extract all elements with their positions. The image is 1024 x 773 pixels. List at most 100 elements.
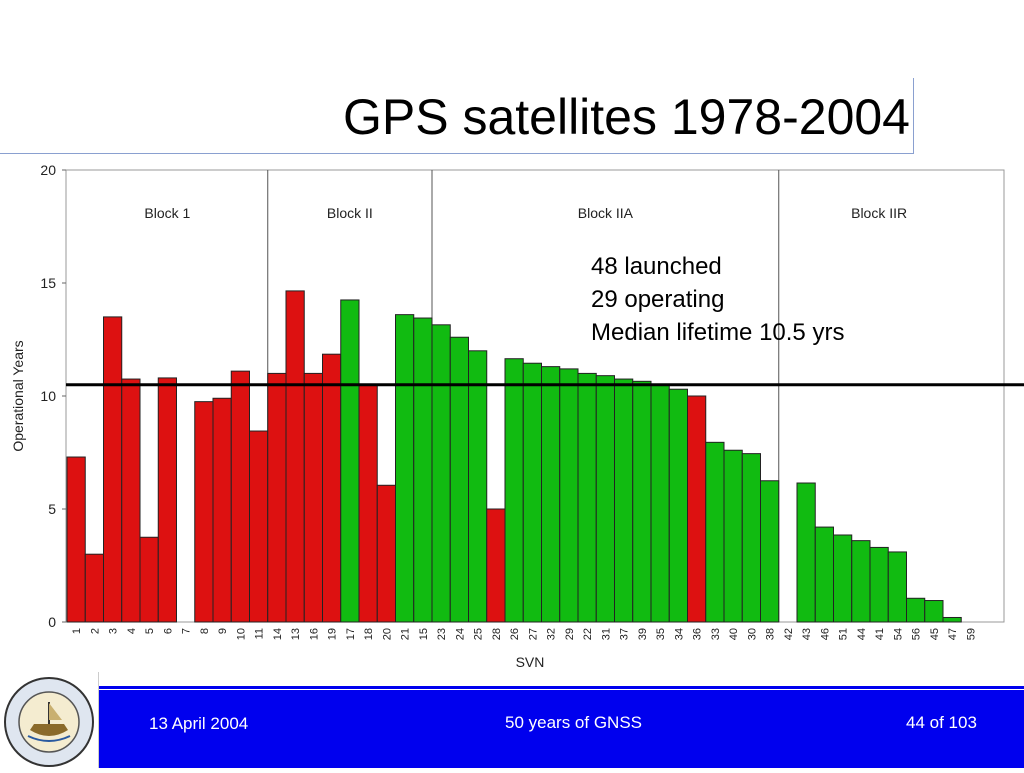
y-tick-label: 10 xyxy=(40,388,56,404)
y-tick-label: 5 xyxy=(48,501,56,517)
bar-svn-4 xyxy=(121,378,141,623)
x-tick-label: 9 xyxy=(217,628,229,634)
slide-title: GPS satellites 1978-2004 xyxy=(342,89,910,145)
bar-svn-29 xyxy=(559,368,579,623)
y-axis-label: Operational Years xyxy=(10,340,26,451)
bar-svn-33 xyxy=(705,441,725,623)
bar-svn-56 xyxy=(906,597,926,623)
x-tick-label: 37 xyxy=(619,628,631,640)
bar-svn-11 xyxy=(249,430,269,623)
x-tick-label: 20 xyxy=(381,628,393,640)
bar-svn-30 xyxy=(741,453,761,623)
bar-svn-25 xyxy=(468,350,488,623)
bar-svn-46 xyxy=(814,526,834,623)
bar-svn-20 xyxy=(376,484,396,623)
bar-svn-39 xyxy=(632,380,652,623)
x-tick-label: 22 xyxy=(582,628,594,640)
x-tick-label: 5 xyxy=(144,628,156,634)
x-tick-label: 21 xyxy=(400,628,412,640)
x-tick-label: 16 xyxy=(308,628,320,640)
bar-svn-31 xyxy=(595,375,615,623)
y-tick-label: 15 xyxy=(40,275,56,291)
bar-svn-3 xyxy=(103,316,123,623)
x-tick-label: 14 xyxy=(272,628,284,640)
x-tick-label: 35 xyxy=(655,628,667,640)
x-tick-label: 27 xyxy=(527,628,539,640)
bar-svn-54 xyxy=(887,551,907,623)
bar-svn-16 xyxy=(303,372,323,623)
bar-svn-28 xyxy=(486,508,506,623)
bar-svn-45 xyxy=(924,600,944,623)
bar-svn-22 xyxy=(577,372,597,623)
bar-svn-5 xyxy=(139,536,159,623)
bar-svn-24 xyxy=(449,336,469,623)
bar-svn-40 xyxy=(723,449,743,623)
y-tick-label: 0 xyxy=(48,614,56,630)
x-tick-label: 38 xyxy=(765,628,777,640)
x-tick-label: 24 xyxy=(454,628,466,640)
annotation-operating: 29 operating xyxy=(591,286,725,313)
block-label: Block 1 xyxy=(144,205,190,221)
bar-svn-8 xyxy=(194,401,214,623)
x-tick-label: 54 xyxy=(892,628,904,640)
title-side-rule xyxy=(913,78,914,154)
block-label: Block II xyxy=(327,205,373,221)
bar-svn-19 xyxy=(322,353,342,623)
x-tick-label: 1 xyxy=(71,628,83,634)
footer-bar xyxy=(0,690,1024,768)
bar-svn-13 xyxy=(285,290,305,623)
x-tick-label: 51 xyxy=(838,628,850,640)
x-tick-label: 23 xyxy=(436,628,448,640)
x-tick-label: 15 xyxy=(418,628,430,640)
x-tick-label: 25 xyxy=(473,628,485,640)
bar-svn-21 xyxy=(395,314,415,623)
x-tick-label: 42 xyxy=(783,628,795,640)
bar-svn-41 xyxy=(869,546,889,623)
title-underline xyxy=(0,153,914,154)
x-tick-label: 59 xyxy=(965,628,977,640)
annotation-launched: 48 launched xyxy=(591,253,722,280)
block-label: Block IIA xyxy=(578,205,634,221)
bar-svn-1 xyxy=(66,456,86,623)
bar-svn-9 xyxy=(212,397,232,623)
x-tick-label: 13 xyxy=(290,628,302,640)
bar-svn-6 xyxy=(157,377,177,623)
x-tick-label: 10 xyxy=(235,628,247,640)
x-tick-label: 4 xyxy=(126,628,138,634)
bar-svn-17 xyxy=(340,299,360,623)
x-tick-label: 19 xyxy=(327,628,339,640)
x-tick-label: 3 xyxy=(108,628,120,634)
bar-svn-15 xyxy=(413,317,433,623)
x-tick-label: 40 xyxy=(728,628,740,640)
bar-svn-32 xyxy=(541,366,561,623)
bar-svn-23 xyxy=(431,324,451,623)
x-tick-label: 29 xyxy=(564,628,576,640)
footer-top-line xyxy=(0,686,1024,689)
x-tick-label: 47 xyxy=(947,628,959,640)
bar-svn-18 xyxy=(358,384,378,623)
x-tick-label: 56 xyxy=(911,628,923,640)
bar-svn-10 xyxy=(230,370,250,623)
bar-svn-14 xyxy=(267,372,287,623)
x-tick-label: 7 xyxy=(181,628,193,634)
x-tick-label: 36 xyxy=(692,628,704,640)
x-tick-label: 2 xyxy=(89,628,101,634)
footer-date: 13 April 2004 xyxy=(149,714,249,733)
institute-logo xyxy=(0,672,99,768)
x-axis-label: SVN xyxy=(516,654,545,670)
bar-svn-47 xyxy=(942,616,962,623)
institute-seal-icon xyxy=(4,677,94,767)
x-tick-label: 30 xyxy=(746,628,758,640)
x-tick-label: 26 xyxy=(509,628,521,640)
x-tick-label: 28 xyxy=(491,628,503,640)
x-tick-label: 17 xyxy=(345,628,357,640)
block-label: Block IIR xyxy=(851,205,907,221)
x-tick-label: 31 xyxy=(600,628,612,640)
chart-annotation: 48 launched 29 operating Median lifetime… xyxy=(591,250,844,349)
x-tick-label: 46 xyxy=(819,628,831,640)
x-tick-label: 43 xyxy=(801,628,813,640)
bar-svn-43 xyxy=(796,482,816,623)
bar-svn-36 xyxy=(687,395,707,623)
y-tick-label: 20 xyxy=(40,162,56,178)
